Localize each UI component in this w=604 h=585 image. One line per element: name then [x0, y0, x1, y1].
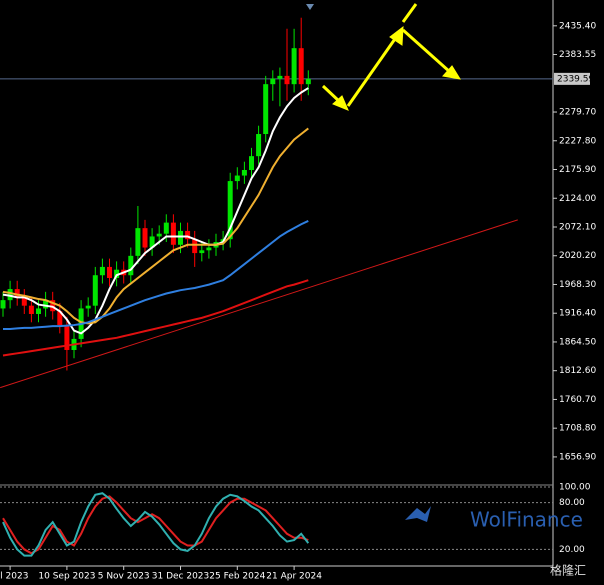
moving-average [2, 127, 309, 325]
annotation-arrows [321, 3, 462, 111]
candle-body [107, 266, 112, 278]
arrowhead [332, 95, 349, 111]
watermark: WolFinance [470, 508, 583, 532]
y-tick-label: 1968.30 [559, 280, 596, 290]
candle-body [114, 269, 120, 278]
x-tick-label: 31 Dec 2023 [152, 572, 210, 582]
y-tick-label: 1812.60 [559, 366, 596, 376]
price-label: 2339.59 [557, 74, 594, 84]
candle-body [128, 255, 134, 276]
oscillator-panel: 100.00 80.00 20.00 [0, 483, 591, 557]
candle-body [156, 233, 162, 237]
y-tick-label: 1916.40 [559, 309, 596, 319]
candle-body [7, 289, 13, 301]
y-tick-label: 2435.40 [559, 21, 596, 31]
candle-body [277, 75, 283, 79]
candle-body [0, 300, 6, 309]
candle-body [249, 156, 254, 171]
candle-body [14, 289, 20, 298]
candle-body [178, 230, 183, 245]
oscillator-line [2, 495, 309, 555]
candle-body [305, 78, 311, 85]
candle-body [64, 325, 70, 350]
arrow [321, 84, 342, 104]
x-tick-label: 25 Feb 2024 [209, 572, 265, 582]
candle-body [256, 134, 262, 157]
moving-average [2, 279, 309, 357]
x-tick-label: 5 Nov 2023 [98, 572, 150, 582]
candle-body [135, 228, 141, 256]
candle-body [149, 236, 155, 248]
candle-body [234, 175, 240, 182]
arrowhead [389, 25, 404, 46]
arrow [402, 28, 451, 74]
candle-body [92, 275, 98, 306]
y-tick-label: 1760.70 [559, 395, 596, 405]
candle-body [263, 84, 269, 135]
y-tick-label: 2227.80 [559, 136, 596, 146]
y-tick-label: 80.00 [559, 498, 585, 508]
arrowhead [442, 65, 462, 80]
y-tick-label: 2072.10 [559, 222, 596, 232]
candle-body [21, 297, 27, 306]
y-tick-label: 2020.20 [559, 251, 596, 261]
candle-body [85, 305, 91, 309]
arrow [401, 3, 418, 23]
y-tick-label: 2383.55 [559, 50, 596, 60]
price-label-bg [554, 72, 590, 85]
y-tick-label: 20.00 [559, 545, 585, 555]
candle-body [192, 239, 198, 254]
oscillator-line [2, 492, 310, 557]
moving-average [2, 87, 309, 335]
candle-body [206, 247, 212, 251]
candle-body [270, 78, 276, 85]
x-tick-label: 21 Apr 2024 [266, 572, 322, 582]
candle-body [36, 308, 41, 314]
trendline [0, 219, 518, 389]
candle-body [28, 305, 34, 314]
candle-body [185, 230, 191, 240]
x-tick-label: 10 Sep 2023 [38, 572, 95, 582]
candle-body [298, 48, 304, 85]
candle-body [50, 300, 56, 312]
y-tick-label: 1656.90 [559, 452, 596, 462]
candle-body [57, 311, 63, 326]
candle-body [227, 181, 233, 240]
watermark-logo [405, 506, 431, 522]
y-tick-label: 1864.50 [559, 337, 596, 347]
y-tick-label: 2175.90 [559, 165, 596, 175]
main-panel: 2435.40 2383.55 2279.70 2227.80 2175.90 2124.… [0, 17, 596, 462]
y-tick-label: 2124.00 [559, 194, 596, 204]
y-tick-label: 2279.70 [559, 108, 596, 118]
candle-body [163, 222, 169, 234]
watermark: 格隆汇 [550, 563, 586, 578]
candle-body [142, 228, 148, 248]
candle-body [199, 250, 205, 254]
candle-body [284, 75, 290, 85]
arrow [346, 35, 399, 107]
y-tick-label: 1708.80 [559, 424, 596, 434]
moving-average [3, 220, 309, 330]
candle-body [291, 48, 297, 85]
y-tick-label: 100.00 [559, 483, 591, 493]
candle-body [241, 170, 247, 176]
candle-body [99, 266, 105, 276]
x-tick-label: Jul 2023 [0, 572, 28, 582]
candle-body [170, 222, 176, 245]
marker [306, 4, 314, 10]
candle-body [43, 300, 49, 309]
